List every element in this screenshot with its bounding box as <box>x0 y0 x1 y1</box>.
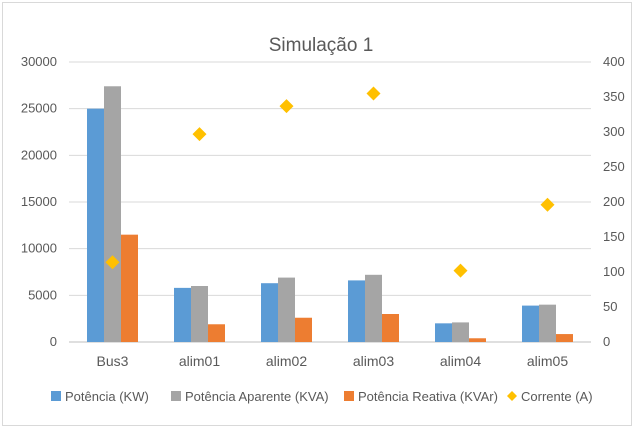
x-axis-tick-label: alim04 <box>440 353 481 369</box>
legend-swatch <box>344 391 354 401</box>
left-axis-tick-label: 15000 <box>21 194 57 209</box>
right-axis-tick-label: 400 <box>603 54 625 69</box>
left-axis-tick-label: 0 <box>50 334 57 349</box>
x-axis-tick-label: alim02 <box>266 353 307 369</box>
left-axis-tick-label: 30000 <box>21 54 57 69</box>
bar <box>174 287 191 342</box>
bar <box>382 314 399 342</box>
legend-label: Potência Aparente (KVA) <box>185 389 329 404</box>
bar-series <box>87 86 573 343</box>
gridlines <box>69 61 591 343</box>
bar <box>348 280 365 342</box>
right-axis-tick-label: 150 <box>603 229 625 244</box>
bar <box>104 86 121 343</box>
chart-area: Simulação 1 0 5000 10000 15000 20000 25000 300… <box>2 2 632 426</box>
right-axis-tick-label: 350 <box>603 89 625 104</box>
chart-svg: Simulação 1 0 5000 10000 15000 20000 25000 300… <box>21 35 625 404</box>
bar <box>469 338 486 342</box>
right-axis-tick-label: 200 <box>603 194 625 209</box>
left-axis-tick-label: 25000 <box>21 101 57 116</box>
x-axis-tick-label: alim03 <box>353 353 394 369</box>
data-point <box>192 127 207 142</box>
legend-label: Corrente (A) <box>521 389 593 404</box>
legend-label: Potência Reativa (KVAr) <box>358 389 498 404</box>
bar <box>208 324 225 342</box>
chart-title: Simulação 1 <box>269 35 374 56</box>
left-axis-tick-label: 5000 <box>28 287 57 302</box>
bar <box>522 305 539 342</box>
right-axis-tick-label: 250 <box>603 159 625 174</box>
data-point <box>453 263 468 278</box>
left-axis-ticks: 0 5000 10000 15000 20000 25000 30000 <box>21 54 57 349</box>
bar <box>278 277 295 342</box>
bar <box>539 304 556 342</box>
bar <box>452 322 469 342</box>
data-point <box>540 197 555 212</box>
bar <box>261 283 278 342</box>
legend-swatch <box>507 391 517 401</box>
data-point <box>279 99 294 114</box>
bar <box>121 234 138 342</box>
legend-label: Potência (KW) <box>65 389 149 404</box>
x-axis-tick-label: Bus3 <box>97 353 129 369</box>
data-point <box>366 86 381 101</box>
left-axis-tick-label: 10000 <box>21 241 57 256</box>
left-axis-tick-label: 20000 <box>21 147 57 162</box>
bar <box>556 334 573 342</box>
x-axis-labels: Bus3 alim01 alim02 alim03 alim04 alim05 <box>97 353 569 369</box>
right-axis-tick-label: 0 <box>603 334 610 349</box>
bar <box>295 317 312 342</box>
legend: Potência (KW) Potência Aparente (KVA) Potê… <box>51 389 593 404</box>
bar <box>435 323 452 342</box>
x-axis-tick-label: alim01 <box>179 353 220 369</box>
x-axis-tick-label: alim05 <box>527 353 568 369</box>
bar <box>191 286 208 342</box>
data-point <box>105 255 120 270</box>
right-axis-tick-label: 50 <box>603 299 617 314</box>
legend-swatch <box>51 391 61 401</box>
bar <box>365 274 382 342</box>
legend-swatch <box>171 391 181 401</box>
right-axis-tick-label: 300 <box>603 124 625 139</box>
bar <box>87 108 104 343</box>
right-axis-ticks: 0 50 100 150 200 250 300 350 400 <box>603 54 625 349</box>
current-markers <box>105 86 555 278</box>
right-axis-tick-label: 100 <box>603 264 625 279</box>
